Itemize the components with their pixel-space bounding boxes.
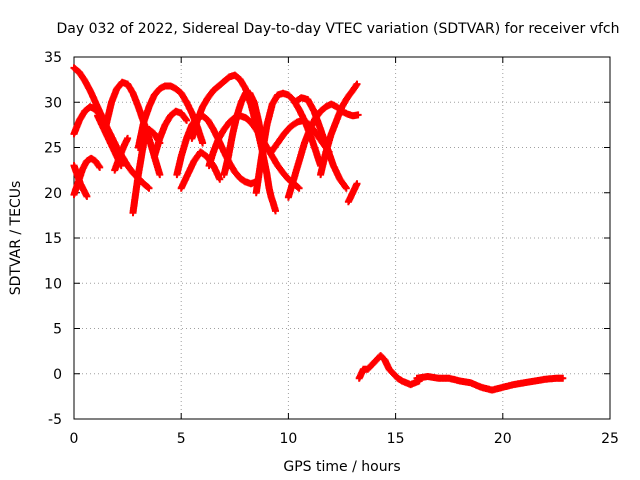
series-arc14: [177, 148, 224, 192]
y-tick-label: 10: [44, 276, 62, 292]
x-tick-label: 0: [70, 431, 79, 447]
y-tick-label: 5: [53, 322, 62, 338]
data-point: [83, 192, 91, 200]
y-tick-label: 35: [44, 50, 62, 66]
data-point: [124, 134, 132, 142]
series-arc19: [284, 100, 362, 201]
y-tick-labels: -5 0 5 10 15 20 25 30 35: [44, 50, 62, 428]
data-markers: [70, 64, 567, 394]
x-tick-label: 15: [387, 431, 405, 447]
data-point: [354, 111, 362, 119]
series-arc23: [355, 352, 423, 389]
y-tick-label: -5: [48, 412, 62, 428]
series-arc10: [150, 107, 191, 161]
y-axis-label: SDTVAR / TECUs: [8, 181, 24, 296]
x-tick-label: 25: [601, 431, 619, 447]
series-arc04: [70, 162, 91, 200]
data-point: [342, 184, 350, 192]
data-point: [183, 116, 191, 124]
series-arc17: [263, 171, 279, 215]
data-point: [353, 80, 361, 88]
data-point: [199, 139, 207, 147]
x-axis-label: GPS time / hours: [283, 459, 400, 475]
data-point: [353, 180, 361, 188]
data-point: [156, 171, 164, 179]
data-point: [559, 374, 567, 382]
series-arc09: [134, 82, 207, 151]
x-tick-label: 5: [177, 431, 186, 447]
chart-title: Day 032 of 2022, Sidereal Day-to-day VTE…: [56, 21, 619, 37]
y-tick-label: 0: [53, 367, 62, 383]
data-point: [145, 184, 153, 192]
x-tick-labels: 0 5 10 15 20 25: [70, 431, 619, 447]
y-tick-label: 25: [44, 141, 62, 157]
series-arc11: [173, 112, 260, 188]
series-arc21: [317, 80, 361, 179]
y-tick-label: 30: [44, 95, 62, 111]
x-tick-label: 10: [279, 431, 297, 447]
series-arc24: [413, 373, 567, 394]
data-point: [295, 184, 303, 192]
y-tick-label: 15: [44, 231, 62, 247]
x-tick-label: 20: [494, 431, 512, 447]
data-point: [216, 175, 224, 183]
y-tick-label: 20: [44, 186, 62, 202]
series-arc20: [291, 94, 350, 192]
series-arc22: [344, 180, 361, 206]
data-point: [272, 207, 279, 215]
data-point: [96, 163, 104, 171]
series-arc15: [220, 89, 267, 179]
series-arc07: [111, 134, 132, 174]
